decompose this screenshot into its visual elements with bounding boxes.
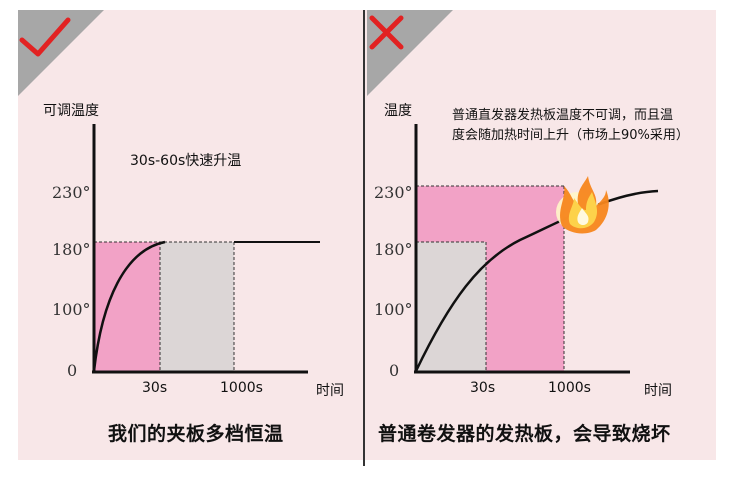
right-chart: [414, 124, 659, 374]
left-tick-100: 100°: [52, 300, 91, 319]
left-tick-230: 230°: [52, 183, 91, 202]
left-y-axis-label: 可调温度: [43, 103, 99, 119]
left-caption: 我们的夹板多档恒温: [108, 423, 284, 445]
right-x-axis-label: 时间: [644, 383, 672, 399]
left-annotation: 30s-60s快速升温: [130, 153, 242, 169]
right-tick-180: 180°: [374, 240, 413, 259]
right-tick-230: 230°: [374, 183, 413, 202]
check-icon: [19, 17, 71, 57]
right-xtick-1000s: 1000s: [548, 380, 591, 396]
right-tick-0: 0: [389, 361, 400, 380]
left-tick-180: 180°: [52, 240, 91, 259]
left-xtick-1000s: 1000s: [220, 380, 263, 396]
panel-divider: [363, 10, 365, 466]
right-tick-100: 100°: [374, 300, 413, 319]
cross-icon: [369, 15, 404, 50]
left-gray-region: [160, 242, 234, 371]
left-x-axis-label: 时间: [316, 383, 344, 399]
right-annotation: 普通直发器发热板温度不可调，而且温度会随加热时间上升（市场上90%采用）: [452, 108, 689, 143]
left-xtick-30s: 30s: [142, 380, 168, 396]
left-pink-region: [94, 242, 160, 371]
right-heating-curve: [414, 189, 659, 372]
left-corner-triangle: [18, 10, 104, 96]
left-heating-curve: [92, 240, 166, 372]
left-tick-0: 0: [67, 361, 78, 380]
right-caption: 普通卷发器的发热板，会导致烧坏: [378, 423, 671, 445]
right-xtick-30s: 30s: [470, 380, 496, 396]
left-panel: [18, 10, 367, 460]
left-chart: [92, 124, 320, 374]
flame-icon: [556, 176, 609, 234]
right-y-axis-label: 温度: [384, 103, 412, 119]
